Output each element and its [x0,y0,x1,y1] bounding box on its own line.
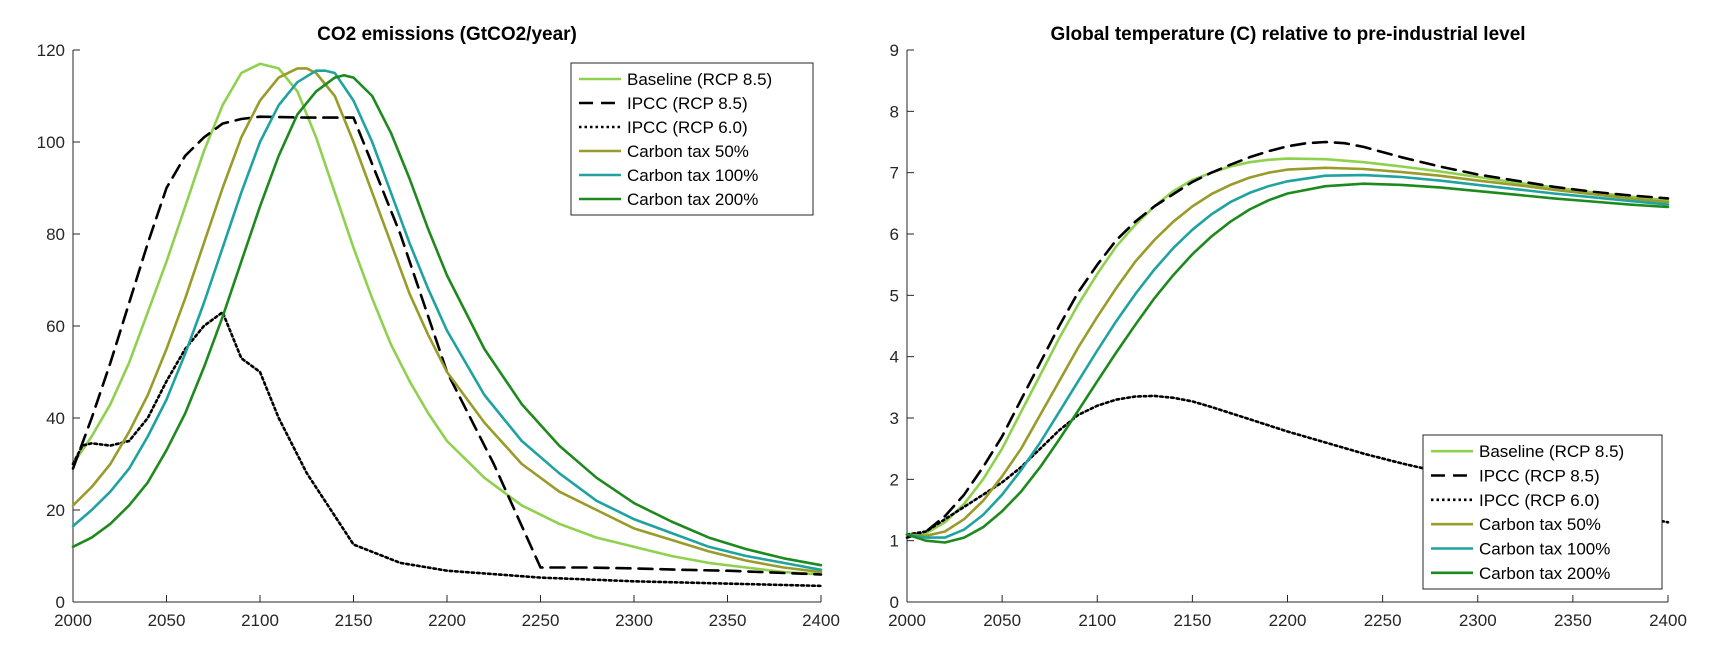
series-lines [71,62,823,588]
chart-title: CO2 emissions (GtCO2/year) [317,24,577,45]
x-tick-label: 2100 [241,611,279,630]
legend-label: IPCC (RCP 8.5) [627,94,748,113]
series-line-carbon-tax-100 [71,69,823,572]
legend-label: Carbon tax 200% [1479,564,1610,583]
series-line-baseline-rcp-8-5 [905,157,1670,536]
legend-box [1422,434,1663,590]
x-tick-label: 2200 [1269,611,1307,630]
co2-emissions-chart: CO2 emissions (GtCO2/year) 2000 2050 2100 2… [37,24,840,630]
x-tick-label: 2150 [1173,611,1211,630]
series-line-ipcc-rcp-6-0 [71,310,823,588]
legend: Baseline (RCP 8.5) IPCC (RCP 8.5) IPCC (RC… [570,62,814,216]
x-tick-label: 2200 [428,611,466,630]
chart-title: Global temperature (C) relative to pre-i… [1050,24,1525,45]
x-tick-label: 2350 [1554,611,1592,630]
x-tick-label: 2400 [802,611,840,630]
x-tick-label: 2250 [522,611,560,630]
x-tick-label: 2300 [615,611,653,630]
legend-label: Carbon tax 100% [627,166,758,185]
y-tick-label: 3 [890,409,899,428]
y-tick-label: 8 [890,102,899,121]
x-tick-label: 2000 [54,611,92,630]
y-tick-label: 120 [37,41,65,60]
y-tick-label: 40 [46,409,65,428]
series-line-carbon-tax-200 [905,182,1670,544]
legend-label: IPCC (RCP 6.0) [1479,491,1600,510]
y-tick-label: 60 [46,317,65,336]
series-line-carbon-tax-200 [71,74,823,567]
x-tick-label: 2250 [1364,611,1402,630]
legend: Baseline (RCP 8.5) IPCC (RCP 8.5) IPCC (RC… [1422,434,1663,590]
y-tick-label: 1 [890,532,899,551]
x-tick-label: 2350 [709,611,747,630]
y-tick-label: 20 [46,501,65,520]
y-tick-label: 0 [890,593,899,612]
series-line-baseline-rcp-8-5 [71,62,823,576]
legend-label: Baseline (RCP 8.5) [1479,442,1624,461]
series-line-ipcc-rcp-8-5 [905,140,1670,539]
series-line-carbon-tax-50 [905,166,1670,538]
axes: 2000 2050 2100 2150 2200 2250 2300 2350 2400 0 20 4… [37,41,840,630]
y-tick-label: 2 [890,470,899,489]
x-tick-label: 2050 [148,611,186,630]
y-tick-label: 0 [56,593,65,612]
y-tick-label: 5 [890,286,899,305]
temperature-chart: Global temperature (C) relative to pre-i… [888,24,1687,630]
x-tick-label: 2300 [1459,611,1497,630]
axes: 2000 2050 2100 2150 2200 2250 2300 2350 2400 0 1 2 3… [888,41,1687,630]
y-tick-label: 80 [46,225,65,244]
legend-label: IPCC (RCP 8.5) [1479,467,1600,486]
legend-label: Carbon tax 50% [627,142,749,161]
legend-label: Baseline (RCP 8.5) [627,70,772,89]
legend-label: Carbon tax 100% [1479,540,1610,559]
legend-label: IPCC (RCP 6.0) [627,118,748,137]
y-tick-label: 7 [890,164,899,183]
legend-box [570,62,814,216]
x-tick-label: 2050 [983,611,1021,630]
x-tick-label: 2150 [335,611,373,630]
series-line-carbon-tax-50 [71,67,823,574]
series-line-ipcc-rcp-8-5 [71,115,823,576]
y-tick-label: 100 [37,133,65,152]
x-tick-label: 2000 [888,611,926,630]
legend-label: Carbon tax 50% [1479,515,1601,534]
y-tick-label: 6 [890,225,899,244]
x-tick-label: 2400 [1649,611,1687,630]
y-tick-label: 4 [890,348,899,367]
series-line-carbon-tax-100 [905,173,1670,539]
legend-label: Carbon tax 200% [627,190,758,209]
x-tick-label: 2100 [1078,611,1116,630]
y-tick-label: 9 [890,41,899,60]
